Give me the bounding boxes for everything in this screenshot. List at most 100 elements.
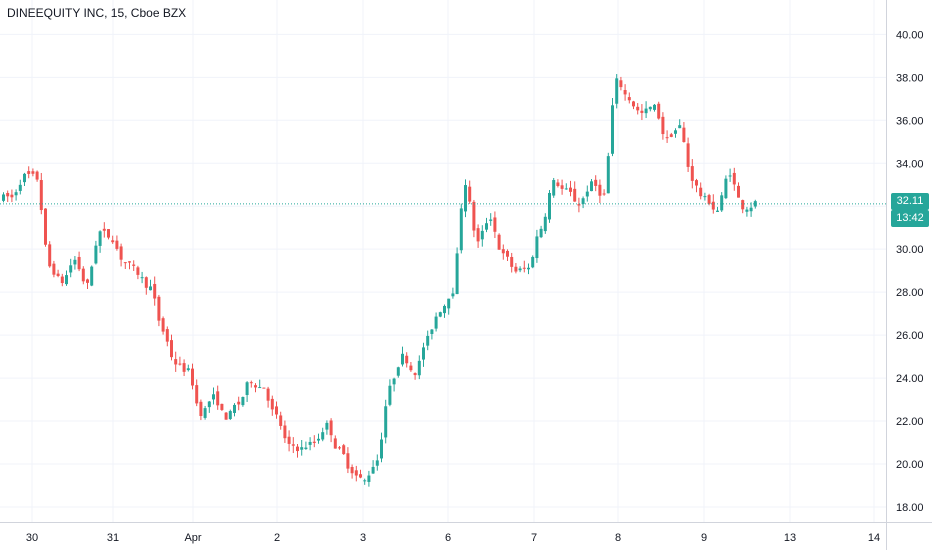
candle-body (388, 385, 392, 405)
candle-body (161, 318, 165, 332)
candle-body (560, 185, 564, 189)
candle-body (455, 253, 459, 295)
candle-body (392, 378, 396, 385)
candle-body (346, 453, 350, 469)
candle-body (44, 208, 47, 245)
candle-body (48, 244, 52, 267)
candle-body (6, 192, 10, 197)
candle-body (317, 438, 320, 441)
candle-body (690, 166, 694, 181)
x-tick-label: 31 (107, 532, 119, 544)
candle-body (270, 398, 274, 410)
candle-body (682, 127, 686, 143)
candle-body (753, 201, 757, 207)
candle-body (615, 78, 619, 104)
candle-body (728, 175, 732, 177)
candle-body (749, 207, 753, 212)
candle-body (703, 196, 707, 198)
candle-body (287, 436, 291, 444)
candle-body (564, 188, 568, 190)
candle-body (144, 277, 148, 288)
candle-body (627, 97, 631, 101)
candle-body (212, 394, 215, 400)
last-price-badge: 32.11 (891, 193, 929, 210)
candle-body (304, 447, 308, 450)
candle-body (60, 276, 64, 284)
y-tick-label: 30.00 (896, 244, 924, 256)
candle-body (510, 256, 514, 267)
candle-body (149, 286, 152, 291)
candle-body (224, 412, 228, 420)
candle-body (535, 236, 539, 259)
candle-body (325, 422, 329, 430)
candle-body (207, 401, 211, 408)
candle-body (31, 171, 35, 174)
candle-body (695, 180, 698, 186)
candle-body (598, 184, 602, 196)
candle-body (14, 192, 18, 196)
candle-body (518, 268, 522, 271)
candle-body (170, 340, 173, 358)
candle-body (90, 266, 94, 286)
candle-body (39, 180, 43, 211)
x-tick-label: 8 (615, 532, 621, 544)
candle-body (724, 178, 728, 199)
candle-body (417, 360, 421, 376)
candle-body (640, 110, 644, 113)
candle-body (186, 368, 190, 371)
candle-body (249, 382, 253, 384)
candle-body (245, 382, 249, 396)
candle-body (539, 228, 543, 238)
candle-body (569, 187, 572, 192)
candle-body (636, 106, 640, 111)
candle-body (98, 231, 102, 246)
candle-body (543, 216, 547, 232)
candle-body (548, 192, 551, 220)
candle-body (182, 363, 186, 372)
candle-body (35, 171, 39, 180)
candle-body (94, 245, 98, 264)
x-tick-label: 2 (274, 532, 280, 544)
candle-body (531, 256, 535, 268)
candle-body (434, 316, 438, 329)
candle-body (275, 406, 278, 415)
y-tick-label: 22.00 (896, 416, 924, 428)
candle-body (111, 240, 115, 243)
candle-body (669, 134, 673, 137)
candle-body (716, 210, 719, 212)
candle-body (86, 279, 89, 283)
candle-body (556, 182, 560, 186)
candle-body (363, 480, 367, 482)
candle-body (426, 335, 430, 346)
candle-body (115, 240, 119, 249)
y-tick-label: 28.00 (896, 287, 924, 299)
candle-body (300, 447, 304, 450)
candle-body (611, 105, 614, 154)
candle-body (447, 298, 451, 309)
candle-body (745, 209, 749, 212)
candle-body (367, 475, 371, 482)
x-tick-label: 13 (784, 532, 796, 544)
candle-body (711, 201, 715, 210)
candle-body (342, 445, 346, 455)
candle-body (665, 137, 669, 139)
candle-body (165, 329, 169, 342)
candle-body (707, 195, 711, 204)
x-tick-label: 14 (868, 532, 880, 544)
candle-body (648, 106, 652, 110)
candle-body (262, 387, 266, 389)
candle-body (632, 101, 635, 107)
y-tick-label: 40.00 (896, 29, 924, 41)
candle-body (195, 385, 199, 404)
candle-body (422, 347, 425, 360)
x-tick-label: 9 (701, 532, 707, 544)
candle-body (585, 191, 589, 197)
candle-body (258, 387, 262, 389)
candle-body (430, 329, 434, 334)
candle-body (350, 467, 354, 474)
candle-body (107, 229, 110, 238)
candle-body (375, 460, 379, 466)
candle-body (359, 474, 362, 478)
